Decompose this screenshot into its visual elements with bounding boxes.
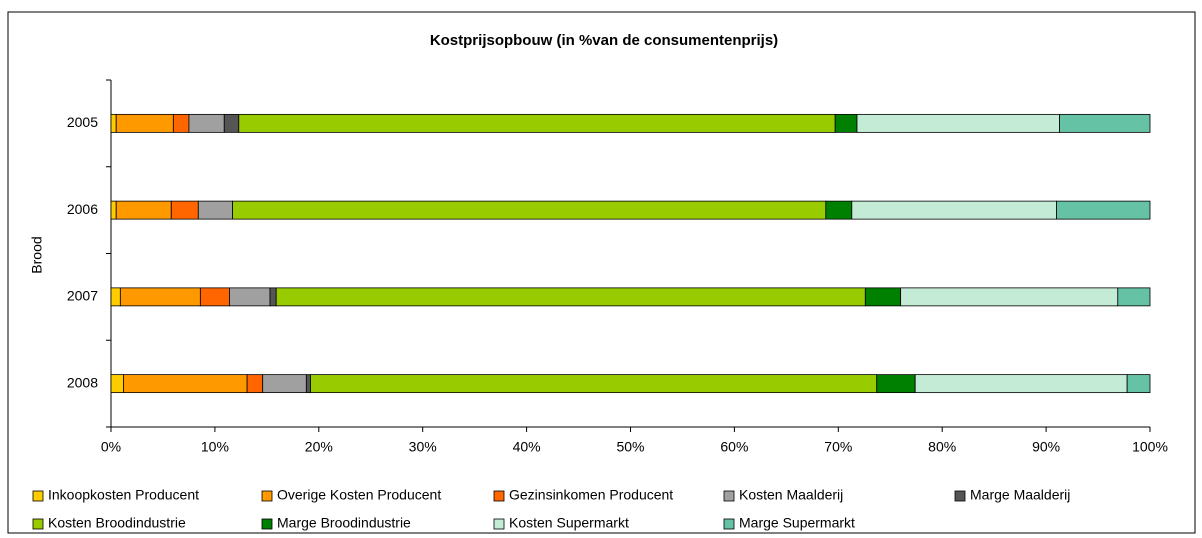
chart-frame bbox=[7, 11, 1196, 534]
legend-label: Gezinsinkomen Producent bbox=[509, 487, 673, 503]
legend-swatch bbox=[723, 518, 735, 530]
bar-segment bbox=[115, 113, 174, 133]
x-tick-label: 80% bbox=[928, 439, 956, 455]
bar-segment bbox=[110, 374, 124, 394]
bar-segment bbox=[1059, 113, 1151, 133]
bar-segment bbox=[123, 374, 248, 394]
bar-segment bbox=[115, 200, 172, 220]
bar-segment bbox=[1117, 287, 1151, 307]
x-tick-label: 100% bbox=[1132, 439, 1168, 455]
bar-segment bbox=[170, 200, 199, 220]
bar-segment bbox=[172, 113, 190, 133]
bar-segment bbox=[825, 200, 853, 220]
legend-swatch bbox=[493, 490, 505, 502]
legend-label: Marge Supermarkt bbox=[739, 515, 855, 531]
x-tick-label: 50% bbox=[616, 439, 644, 455]
legend-label: Marge Maalderij bbox=[970, 487, 1070, 503]
y-tick-label: 2005 bbox=[67, 114, 98, 130]
legend-swatch bbox=[32, 490, 44, 502]
bar-segment bbox=[864, 287, 902, 307]
legend-label: Marge Broodindustrie bbox=[277, 515, 411, 531]
bar-segment bbox=[246, 374, 264, 394]
bar-segment bbox=[856, 113, 1061, 133]
bar-segment bbox=[269, 287, 277, 307]
bar-segment bbox=[229, 287, 271, 307]
legend-swatch bbox=[32, 518, 44, 530]
x-tick-label: 30% bbox=[409, 439, 437, 455]
x-tick-label: 10% bbox=[201, 439, 229, 455]
y-tick-label: 2008 bbox=[67, 374, 98, 390]
x-tick-label: 0% bbox=[101, 439, 121, 455]
bar-segment bbox=[275, 287, 866, 307]
bar-segment bbox=[188, 113, 225, 133]
x-tick-label: 60% bbox=[720, 439, 748, 455]
legend-swatch bbox=[493, 518, 505, 530]
bar-segment bbox=[232, 200, 827, 220]
legend-label: Overige Kosten Producent bbox=[277, 487, 441, 503]
legend-swatch bbox=[261, 518, 273, 530]
bar-segment bbox=[851, 200, 1057, 220]
legend-label: Kosten Maalderij bbox=[739, 487, 843, 503]
x-tick-label: 70% bbox=[824, 439, 852, 455]
bar-segment bbox=[310, 374, 878, 394]
x-tick-label: 90% bbox=[1032, 439, 1060, 455]
bar-segment bbox=[262, 374, 307, 394]
legend-swatch bbox=[261, 490, 273, 502]
chart-title: Kostprijsopbouw (in %van de consumentenp… bbox=[430, 32, 778, 49]
bar-segment bbox=[110, 287, 121, 307]
y-axis-label: Brood bbox=[29, 236, 45, 273]
bar-segment bbox=[223, 113, 240, 133]
x-tick-label: 40% bbox=[513, 439, 541, 455]
y-tick-label: 2006 bbox=[67, 201, 98, 217]
bar-segment bbox=[110, 200, 117, 220]
bar-segment bbox=[197, 200, 233, 220]
bar-segment bbox=[238, 113, 836, 133]
legend-swatch bbox=[954, 490, 966, 502]
legend-label: Kosten Broodindustrie bbox=[48, 515, 186, 531]
bar-segment bbox=[199, 287, 230, 307]
bar-segment bbox=[1056, 200, 1151, 220]
bar-segment bbox=[305, 374, 311, 394]
bar-segment bbox=[876, 374, 916, 394]
bar-segment bbox=[110, 113, 117, 133]
y-tick-label: 2007 bbox=[67, 288, 98, 304]
bar-segment bbox=[834, 113, 858, 133]
bar-segment bbox=[914, 374, 1128, 394]
bar-segment bbox=[119, 287, 201, 307]
legend-label: Inkoopkosten Producent bbox=[48, 487, 199, 503]
bar-segment bbox=[900, 287, 1119, 307]
x-tick-label: 20% bbox=[305, 439, 333, 455]
legend-swatch bbox=[723, 490, 735, 502]
bar-segment bbox=[1126, 374, 1151, 394]
legend-label: Kosten Supermarkt bbox=[509, 515, 629, 531]
